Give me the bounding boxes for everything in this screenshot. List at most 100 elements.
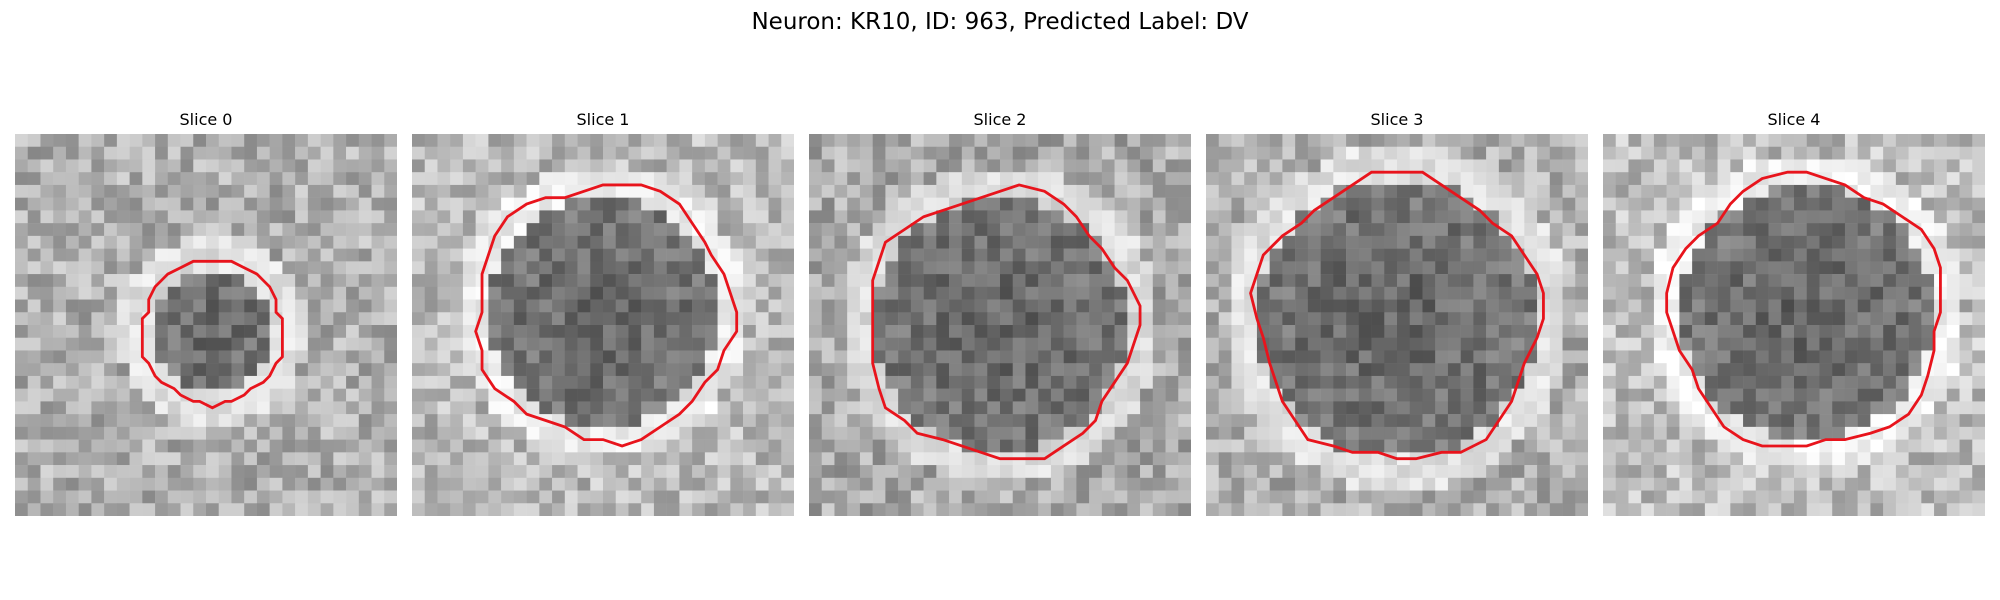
pixel: [1050, 223, 1064, 237]
pixel: [1934, 146, 1948, 160]
pixel: [1295, 350, 1309, 364]
pixel: [1819, 197, 1833, 211]
pixel: [1641, 197, 1655, 211]
pixel: [885, 325, 899, 338]
pixel: [1679, 274, 1693, 288]
pixel: [526, 235, 540, 249]
pixel: [1743, 363, 1757, 377]
pixel: [1628, 299, 1642, 313]
pixel: [1562, 159, 1576, 173]
pixel: [1127, 184, 1141, 198]
pixel: [320, 312, 334, 326]
pixel: [743, 159, 757, 173]
pixel: [450, 477, 464, 491]
pixel: [104, 363, 118, 377]
pixel: [1409, 350, 1423, 364]
pixel: [961, 426, 975, 440]
pixel: [961, 465, 975, 479]
pixel: [1537, 261, 1551, 275]
pixel: [552, 465, 566, 479]
pixel: [91, 325, 105, 338]
pixel: [628, 350, 642, 364]
pixel: [65, 312, 79, 326]
pixel: [1832, 325, 1846, 338]
pixel: [218, 134, 232, 147]
pixel: [333, 261, 347, 275]
pixel: [116, 350, 130, 364]
pixel: [1000, 286, 1013, 300]
pixel: [1692, 235, 1706, 249]
pixel: [475, 159, 489, 173]
pixel: [346, 325, 360, 338]
pixel: [358, 452, 372, 466]
pixel: [1806, 159, 1820, 173]
pixel: [910, 261, 924, 275]
pixel: [1768, 235, 1782, 249]
pixel: [462, 159, 476, 173]
pixel: [1653, 223, 1667, 237]
pixel: [1832, 134, 1846, 147]
pixel: [910, 274, 924, 288]
pixel: [552, 401, 566, 415]
pixel: [206, 325, 219, 338]
pixel: [358, 172, 372, 186]
pixel: [1908, 325, 1922, 338]
pixel: [1806, 210, 1820, 224]
pixel: [346, 184, 360, 198]
pixel: [91, 184, 105, 198]
pixel: [1397, 439, 1410, 453]
pixel: [320, 172, 334, 186]
pixel: [129, 159, 143, 173]
pixel: [821, 401, 835, 415]
pixel: [1473, 414, 1487, 428]
pixel: [1422, 286, 1436, 300]
pixel: [552, 274, 566, 288]
pixel: [231, 465, 245, 479]
pixel: [91, 426, 105, 440]
pixel: [53, 414, 67, 428]
pixel: [923, 248, 937, 262]
pixel: [1384, 350, 1398, 364]
pixel: [1231, 312, 1245, 326]
pixel: [412, 337, 425, 351]
pixel: [1679, 172, 1693, 186]
pixel: [653, 401, 667, 415]
pixel: [1089, 337, 1103, 351]
pixel: [129, 286, 143, 300]
pixel: [809, 490, 822, 504]
pixel: [885, 159, 899, 173]
pixel: [1346, 337, 1360, 351]
pixel: [1755, 477, 1769, 491]
pixel: [244, 248, 258, 262]
pixel: [704, 146, 718, 160]
pixel: [1371, 299, 1385, 313]
pixel: [781, 363, 794, 377]
pixel: [180, 337, 194, 351]
pixel: [295, 134, 309, 147]
pixel: [244, 439, 258, 453]
pixel: [475, 490, 489, 504]
pixel: [1307, 274, 1321, 288]
pixel: [564, 172, 578, 186]
pixel: [755, 490, 769, 504]
pixel: [1346, 197, 1360, 211]
pixel: [923, 414, 937, 428]
pixel: [333, 503, 347, 516]
pixel: [1781, 146, 1795, 160]
pixel: [666, 299, 680, 313]
pixel: [577, 465, 591, 479]
pixel: [1575, 312, 1588, 326]
pixel: [1358, 401, 1372, 415]
pixel: [320, 363, 334, 377]
pixel: [269, 172, 283, 186]
pixel: [513, 134, 527, 147]
pixel: [371, 465, 385, 479]
pixel: [40, 414, 54, 428]
pixel: [961, 159, 975, 173]
pixel: [513, 235, 527, 249]
pixel: [1012, 274, 1026, 288]
pixel: [1883, 388, 1897, 402]
pixel: [1333, 375, 1347, 389]
pixel: [679, 146, 693, 160]
pixel: [412, 223, 425, 237]
